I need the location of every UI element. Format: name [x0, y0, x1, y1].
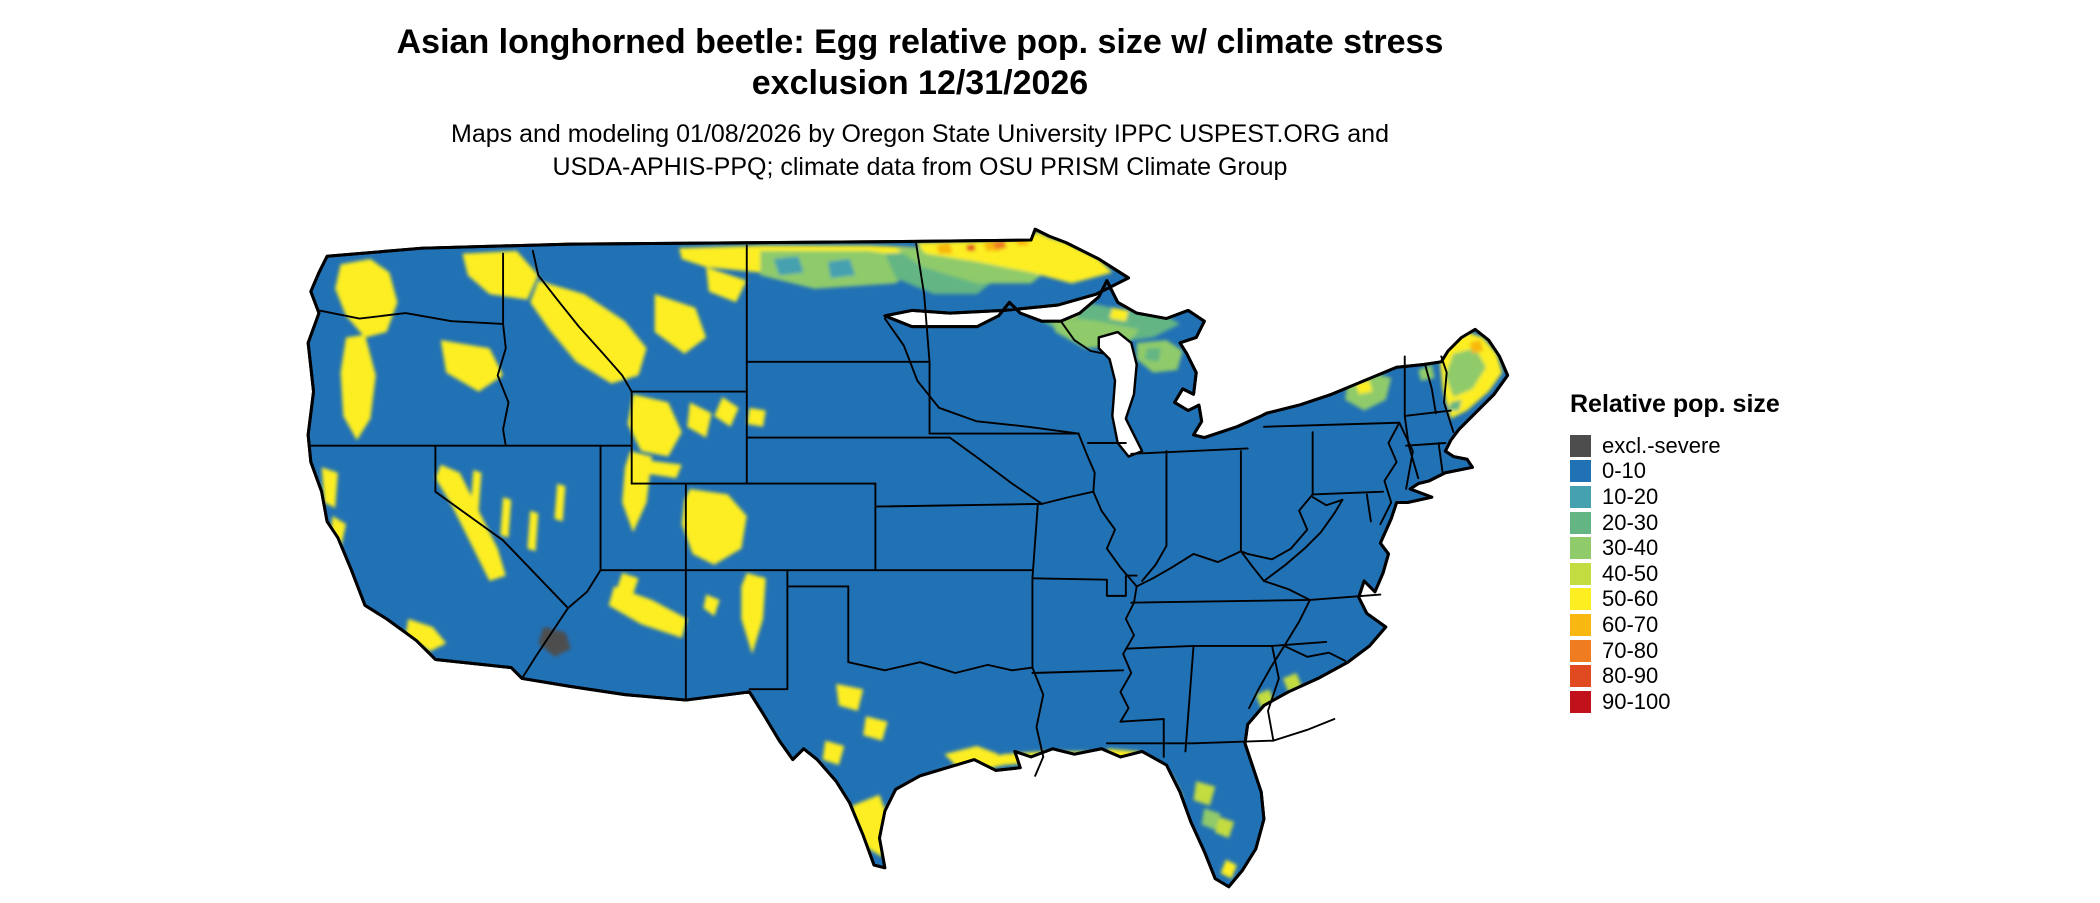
legend-row: 10-20	[1570, 484, 1780, 510]
legend-row: 80-90	[1570, 663, 1780, 689]
legend-color-swatch	[1570, 588, 1591, 611]
legend-color-swatch	[1570, 639, 1591, 662]
legend-label: 60-70	[1602, 611, 1659, 637]
state-borders	[309, 241, 1455, 777]
legend-label: excl.-severe	[1602, 432, 1721, 458]
legend-color-swatch	[1570, 690, 1591, 713]
legend-label: 40-50	[1602, 560, 1659, 586]
legend-label: 90-100	[1602, 688, 1671, 714]
legend-label: 20-30	[1602, 509, 1659, 535]
legend-label: 10-20	[1602, 483, 1659, 509]
subtitle-line-1: Maps and modeling 01/08/2026 by Oregon S…	[451, 120, 1389, 148]
us-outline-stroke	[306, 227, 1510, 889]
legend-color-swatch	[1570, 485, 1591, 508]
legend-label: 70-80	[1602, 637, 1659, 663]
title-line-1: Asian longhorned beetle: Egg relative po…	[396, 23, 1444, 61]
legend-color-swatch	[1570, 537, 1591, 560]
legend-label: 0-10	[1602, 458, 1647, 484]
legend-color-swatch	[1570, 613, 1591, 636]
legend-row: 40-50	[1570, 561, 1780, 587]
legend-row: 60-70	[1570, 612, 1780, 638]
page-title: Asian longhorned beetle: Egg relative po…	[0, 22, 1840, 104]
lake-michigan	[1097, 330, 1144, 458]
legend-color-swatch	[1570, 511, 1591, 534]
legend-rows: excl.-severe 0-10 10-20 20-30 30-40 40-5…	[1570, 433, 1780, 715]
legend-color-swatch	[1570, 460, 1591, 483]
legend-row: 0-10	[1570, 459, 1780, 485]
legend-label: 50-60	[1602, 586, 1659, 612]
legend-row: 30-40	[1570, 535, 1780, 561]
legend-title: Relative pop. size	[1570, 390, 1780, 418]
us-conus-map	[300, 213, 1532, 903]
legend-color-swatch	[1570, 434, 1591, 457]
legend-row: 70-80	[1570, 638, 1780, 664]
title-line-2: exclusion 12/31/2026	[751, 64, 1089, 102]
legend-row: 90-100	[1570, 689, 1780, 715]
legend-label: 30-40	[1602, 535, 1659, 561]
legend-color-swatch	[1570, 665, 1591, 688]
legend-label: 80-90	[1602, 663, 1659, 689]
legend-row: 20-30	[1570, 510, 1780, 536]
legend-row: excl.-severe	[1570, 433, 1780, 459]
page-subtitle: Maps and modeling 01/08/2026 by Oregon S…	[0, 118, 1840, 184]
map-header: Asian longhorned beetle: Egg relative po…	[0, 22, 1840, 184]
us-map-svg	[306, 227, 1510, 889]
legend-row: 50-60	[1570, 587, 1780, 613]
raster-patches	[321, 231, 1503, 879]
map-legend: Relative pop. size excl.-severe 0-10 10-…	[1570, 390, 1780, 715]
legend-color-swatch	[1570, 562, 1591, 585]
subtitle-line-2: USDA-APHIS-PPQ; climate data from OSU PR…	[552, 153, 1288, 181]
